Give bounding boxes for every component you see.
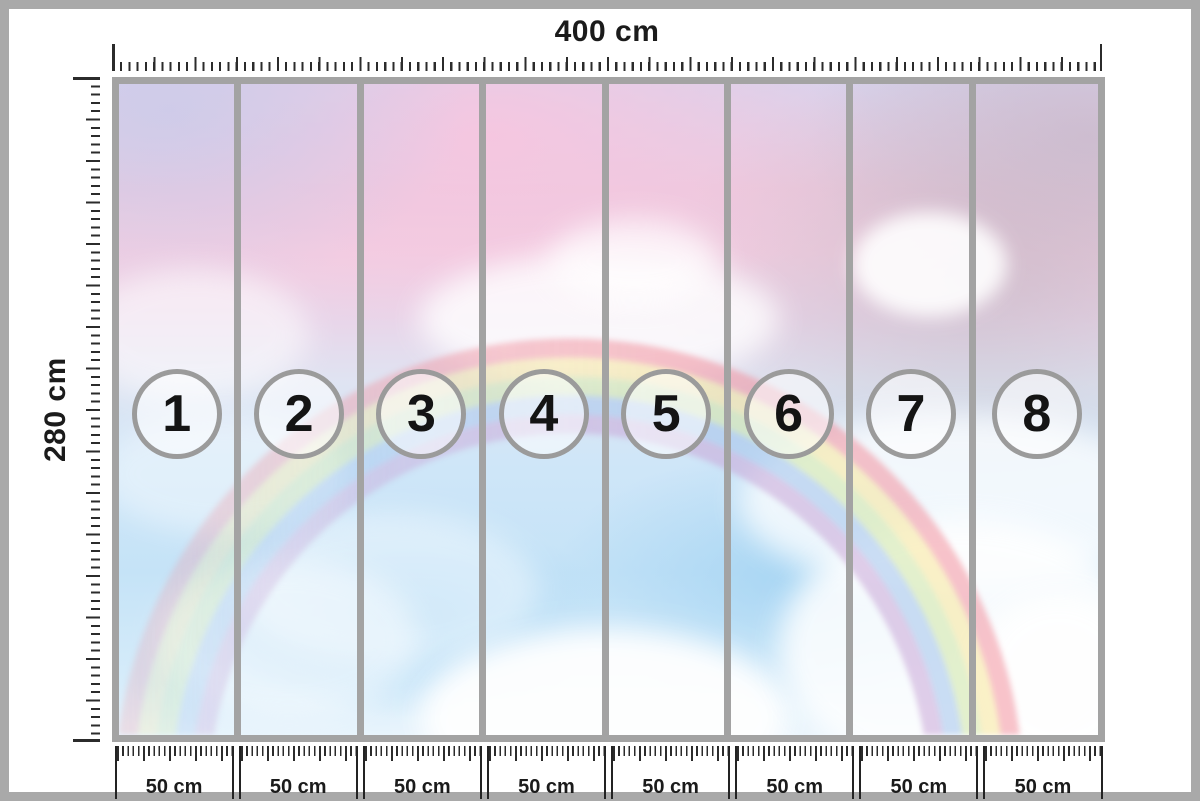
mural-preview: 1 2 3 4 bbox=[112, 77, 1105, 742]
left-ruler bbox=[73, 77, 100, 742]
panel-width-label: 50 cm bbox=[642, 776, 699, 798]
mural-panel-1: 1 bbox=[119, 84, 242, 735]
ruler-ticks bbox=[737, 746, 853, 773]
total-height-label: 280 cm bbox=[39, 357, 72, 462]
top-ruler bbox=[112, 44, 1102, 71]
panel-number: 6 bbox=[774, 385, 804, 443]
mural-artwork: 1 2 3 4 bbox=[119, 84, 1098, 735]
bottom-ruler-segment-3: 50 cm bbox=[362, 746, 482, 799]
panel-width-label: 50 cm bbox=[269, 776, 327, 798]
ruler-ticks bbox=[488, 746, 604, 773]
panel-number-circle: 4 bbox=[498, 369, 589, 459]
bottom-ruler: 50 cm 50 cm 50 cm 50 cm 50 cm 50 cm 50 c… bbox=[112, 746, 1105, 799]
panel-number: 2 bbox=[284, 385, 314, 443]
mural-panel-2: 2 bbox=[241, 84, 364, 735]
bottom-ruler-segment-2: 50 cm bbox=[238, 746, 358, 799]
bottom-ruler-segment-6: 50 cm bbox=[735, 746, 855, 799]
panel-width-label: 50 cm bbox=[145, 776, 203, 798]
panel-number-circle: 5 bbox=[621, 369, 712, 459]
bottom-ruler-segment-7: 50 cm bbox=[859, 746, 979, 799]
bottom-ruler-segment-4: 50 cm bbox=[486, 746, 606, 799]
mural-panel-6: 6 bbox=[731, 84, 854, 735]
cloud bbox=[852, 212, 1007, 317]
panel-width-label: 50 cm bbox=[518, 776, 575, 798]
panel-width-label: 50 cm bbox=[766, 776, 824, 798]
mural-panel-3: 3 bbox=[364, 84, 487, 735]
panel-number: 7 bbox=[896, 385, 926, 443]
total-width-label: 400 cm bbox=[554, 15, 660, 48]
panel-number: 3 bbox=[406, 385, 436, 443]
mural-panel-4: 4 bbox=[486, 84, 609, 735]
ruler-ticks bbox=[613, 746, 729, 773]
bottom-ruler-segment-1: 50 cm bbox=[114, 746, 234, 799]
panel-grid: 1 2 3 4 bbox=[119, 84, 1098, 735]
bottom-ruler-segment-5: 50 cm bbox=[611, 746, 731, 799]
ruler-ticks bbox=[116, 746, 232, 773]
ruler-ticks bbox=[240, 746, 356, 773]
panel-number: 4 bbox=[529, 385, 559, 443]
panel-width-label: 50 cm bbox=[1014, 776, 1072, 798]
panel-number-circle: 6 bbox=[743, 369, 834, 459]
ruler-ticks bbox=[861, 746, 977, 773]
ruler-ticks bbox=[985, 746, 1101, 773]
bottom-ruler-segment-8: 50 cm bbox=[983, 746, 1103, 799]
panel-number-circle: 3 bbox=[376, 369, 467, 459]
panel-number-circle: 8 bbox=[991, 369, 1082, 459]
panel-number-circle: 7 bbox=[865, 369, 956, 459]
panel-number: 5 bbox=[651, 385, 681, 443]
diagram-sheet: 400 cm 280 cm bbox=[9, 9, 1191, 799]
panel-width-label: 50 cm bbox=[890, 776, 948, 798]
panel-number: 8 bbox=[1022, 385, 1052, 443]
mural-panel-7: 7 bbox=[853, 84, 976, 735]
cloud bbox=[549, 219, 719, 304]
mural-panel-5: 5 bbox=[609, 84, 731, 735]
panel-width-label: 50 cm bbox=[393, 776, 451, 798]
panel-number-circle: 2 bbox=[254, 369, 345, 459]
panel-number: 1 bbox=[162, 385, 192, 443]
panel-number-circle: 1 bbox=[131, 369, 222, 459]
ruler-ticks bbox=[364, 746, 480, 773]
mural-panel-8: 8 bbox=[976, 84, 1098, 735]
